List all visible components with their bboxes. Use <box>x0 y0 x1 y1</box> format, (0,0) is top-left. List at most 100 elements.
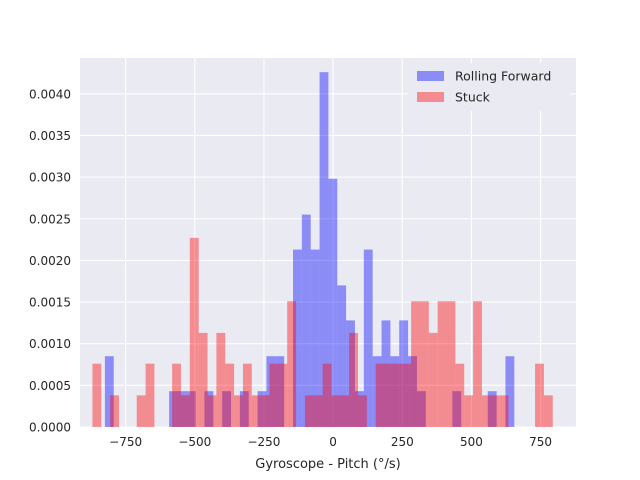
y-tick-label: 0.0030 <box>29 171 71 185</box>
histogram-bar <box>419 301 429 427</box>
histogram-bar <box>104 356 114 427</box>
histogram-bar <box>204 391 214 427</box>
histogram-bar <box>452 391 462 427</box>
legend-label-stuck: Stuck <box>455 90 491 105</box>
histogram-bar <box>145 363 155 427</box>
histogram-bar <box>481 395 491 427</box>
histogram-bar <box>399 320 409 427</box>
histogram-bar <box>372 356 382 427</box>
histogram-bar <box>543 395 553 427</box>
plot-area <box>80 58 576 427</box>
histogram-bar <box>322 363 332 427</box>
x-tick-label: 750 <box>529 435 552 449</box>
histogram-bar <box>180 395 190 427</box>
histogram-bar <box>402 363 412 427</box>
y-tick-label: 0.0015 <box>29 296 71 310</box>
y-tick-label: 0.0040 <box>29 87 71 101</box>
histogram-bar <box>346 320 355 427</box>
histogram-bar <box>390 356 400 427</box>
histogram-bar <box>189 237 199 427</box>
histogram-bar <box>186 391 196 427</box>
histogram-bar <box>198 332 208 427</box>
y-tick-label: 0.0025 <box>29 212 71 226</box>
histogram-bar <box>437 301 447 427</box>
histogram-bar <box>319 72 329 427</box>
y-tick-label: 0.0020 <box>29 254 71 268</box>
x-tick-label: −750 <box>109 435 142 449</box>
histogram-bar <box>92 363 102 427</box>
x-tick-label: −500 <box>178 435 211 449</box>
y-tick-label: 0.0005 <box>29 379 71 393</box>
histogram-bars <box>92 72 553 427</box>
histogram-bar <box>337 285 347 427</box>
histogram-bar <box>310 249 320 427</box>
legend-label-rolling-forward: Rolling Forward <box>455 69 551 84</box>
histogram-bar <box>411 301 420 427</box>
histogram-bar <box>287 301 297 427</box>
histogram-bar <box>172 363 181 427</box>
histogram-bar <box>216 332 226 427</box>
x-tick-label: 0 <box>329 435 337 449</box>
histogram-bar <box>363 249 373 427</box>
x-tick-label: −250 <box>247 435 280 449</box>
histogram-bar <box>242 363 252 427</box>
legend-box <box>408 63 570 111</box>
x-tick-label: 500 <box>460 435 483 449</box>
histogram-bar <box>408 356 417 427</box>
histogram-bar <box>487 391 497 427</box>
histogram-bar <box>275 356 285 427</box>
legend-swatch-stuck <box>417 92 444 102</box>
histogram-bar <box>207 395 217 427</box>
histogram-bar <box>266 356 276 427</box>
legend: Rolling Forward Stuck <box>408 63 570 111</box>
histogram-bar <box>257 391 267 427</box>
histogram-bar <box>331 395 341 427</box>
histogram-bar <box>428 332 438 427</box>
histogram-bar <box>340 395 350 427</box>
histogram-bar <box>225 363 235 427</box>
legend-swatch-rolling-forward <box>417 71 444 81</box>
histogram-bar <box>251 395 261 427</box>
histogram-bar <box>384 363 394 427</box>
histogram-bar <box>354 391 364 427</box>
histogram-bar <box>490 395 500 427</box>
grid-lines <box>80 58 576 428</box>
histogram-bar <box>505 356 515 427</box>
histogram-bar <box>446 301 456 427</box>
y-tick-label: 0.0035 <box>29 129 71 143</box>
y-tick-label: 0.0010 <box>29 337 71 351</box>
histogram-bar <box>358 395 367 427</box>
x-axis-title: Gyroscope - Pitch (°/s) <box>255 457 400 472</box>
histogram-bar <box>222 391 232 427</box>
histogram-bar <box>473 301 482 427</box>
histogram-bar <box>304 395 314 427</box>
histogram-bar <box>301 214 311 427</box>
histogram-bar <box>136 395 146 427</box>
histogram-bar <box>328 178 338 427</box>
histogram-bar <box>499 395 509 427</box>
y-axis-ticks: 0.0000 0.0005 0.0010 0.0015 0.0020 0.0025 0.00… <box>29 87 71 434</box>
histogram-bar <box>375 363 385 427</box>
histogram-bar <box>110 395 120 427</box>
histogram-bar <box>416 391 426 427</box>
histogram-bar <box>349 332 359 427</box>
histogram-bar <box>293 249 302 427</box>
histogram-bar <box>381 320 391 427</box>
histogram-bar <box>393 363 403 427</box>
histogram-bar <box>177 391 187 427</box>
histogram-bar <box>260 395 270 427</box>
histogram-bar <box>313 395 323 427</box>
x-tick-label: 250 <box>391 435 414 449</box>
histogram-bar <box>269 363 279 427</box>
histogram-bar <box>464 395 474 427</box>
series-rolling-forward <box>104 72 515 427</box>
histogram-bar <box>234 395 243 427</box>
y-tick-label: 0.0000 <box>29 421 71 435</box>
histogram-bar <box>455 363 465 427</box>
histogram-bar <box>239 391 249 427</box>
histogram-bar <box>169 391 178 427</box>
x-axis-ticks: −750 −500 −250 0 250 500 750 <box>109 435 552 449</box>
series-stuck <box>92 237 553 427</box>
histogram-bar <box>278 363 288 427</box>
